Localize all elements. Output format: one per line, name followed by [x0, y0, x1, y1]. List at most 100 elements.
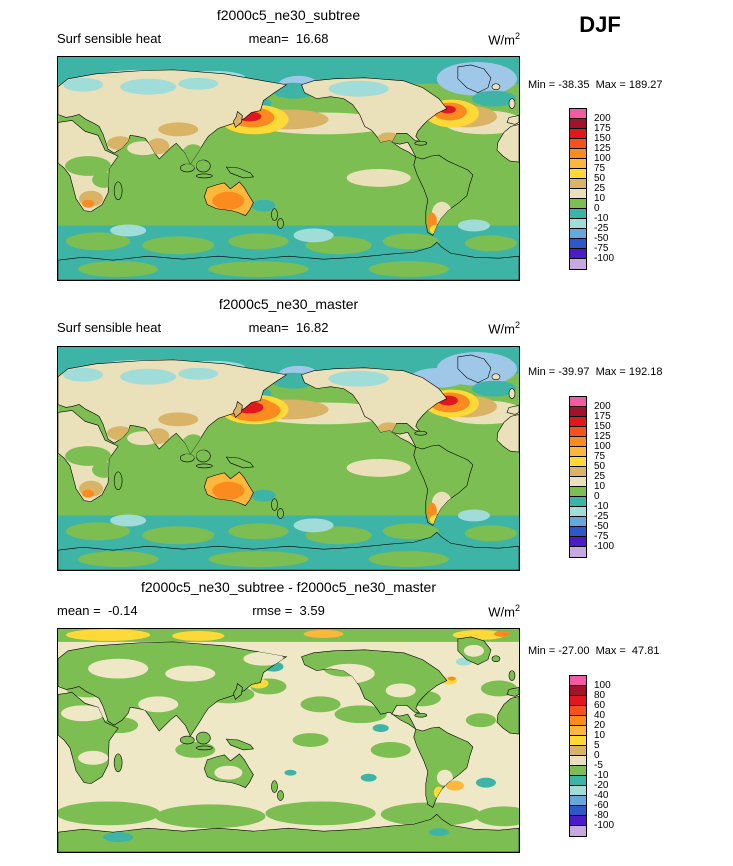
colorbar-tick-label: 100 [594, 153, 611, 164]
colorbar-tick-label: 100 [594, 441, 611, 452]
colorbar-tick-label: 200 [594, 113, 611, 124]
map-difference [57, 628, 520, 853]
colorbar-segment [570, 507, 586, 517]
units-label: W/m2 [488, 603, 520, 620]
colorbar-segment [570, 457, 586, 467]
colorbar-tick-label: 75 [594, 163, 606, 174]
colorbar-tick-label: 10 [594, 730, 606, 741]
colorbar-segment [570, 467, 586, 477]
colorbar-tick-label: -10 [594, 501, 609, 512]
colorbar-segment [570, 726, 586, 736]
colorbar-legend: 100 80 60 40 20 10 5 0 -5 -10 -20 -40 -60 -80 -100 [569, 675, 659, 839]
field-label: Surf sensible heat [57, 320, 162, 335]
units-label: W/m2 [488, 31, 520, 48]
colorbar-segment [570, 139, 586, 149]
colorbar-tick-label: 50 [594, 173, 606, 184]
land-field-layer [61, 644, 484, 843]
minmax-label: Min = -38.35 Max = 189.27 [528, 79, 663, 91]
colorbar-segment [570, 736, 586, 746]
colorbar-tick-label: -25 [594, 511, 609, 522]
colorbar-tick-label: 0 [594, 750, 600, 761]
colorbar-tick-label: -50 [594, 521, 609, 532]
colorbar-segment [570, 716, 586, 726]
colorbar-tick-label: -25 [594, 223, 609, 234]
colorbar-segment [570, 696, 586, 706]
colorbar-segment [570, 527, 586, 537]
colorbar-tick-label: 40 [594, 710, 606, 721]
colorbar-segment [570, 746, 586, 756]
colorbar-segment [570, 776, 586, 786]
mean-label: mean = -0.14 [57, 603, 138, 618]
colorbar-segment [570, 199, 586, 209]
colorbar-tick-label: 25 [594, 183, 606, 194]
colorbar-segment [570, 477, 586, 487]
colorbar-tick-label: 25 [594, 471, 606, 482]
minmax-label: Min = -39.97 Max = 192.18 [528, 366, 663, 378]
colorbar-tick-label: 150 [594, 133, 611, 144]
colorbar-segment [570, 129, 586, 139]
colorbar-segment [570, 447, 586, 457]
colorbar-swatches [569, 108, 587, 270]
colorbar-segment [570, 109, 586, 119]
colorbar-segment [570, 259, 586, 269]
season-label: DJF [579, 12, 621, 37]
colorbar-tick-label: 10 [594, 193, 606, 204]
colorbar-tick-label: 150 [594, 421, 611, 432]
colorbar-tick-label: -100 [594, 820, 615, 831]
panel-title: f2000c5_ne30_master [218, 296, 359, 312]
colorbar-segment [570, 229, 586, 239]
colorbar-segment [570, 706, 586, 716]
colorbar-tick-label: -10 [594, 770, 609, 781]
colorbar-segment [570, 189, 586, 199]
colorbar-tick-label: -75 [594, 531, 609, 542]
colorbar-segment [570, 487, 586, 497]
colorbar-legend: 200 175 150 125 100 75 50 25 10 0 -10 -25 -50 -75 -100 [569, 108, 659, 272]
colorbar-tick-label: -40 [594, 790, 609, 801]
rmse-label: rmse = 3.59 [252, 603, 325, 618]
land-field-layer [63, 367, 452, 568]
colorbar-tick-label: 125 [594, 143, 611, 154]
colorbar-segment [570, 537, 586, 547]
panel-title: f2000c5_ne30_subtree - f2000c5_ne30_mast… [141, 579, 436, 595]
mean-label: mean= 16.82 [248, 320, 329, 335]
colorbar-segment [570, 517, 586, 527]
colorbar-tick-label: 175 [594, 123, 611, 134]
colorbar-tick-label: -5 [594, 760, 603, 771]
units-label: W/m2 [488, 320, 520, 337]
colorbar-segment [570, 179, 586, 189]
colorbar-tick-label: -60 [594, 800, 609, 811]
colorbar-segment [570, 149, 586, 159]
colorbar-segment [570, 547, 586, 557]
colorbar-tick-label: -75 [594, 243, 609, 254]
colorbar-tick-label: -80 [594, 810, 609, 821]
panel-subtitle-row: mean = -0.14 rmse = 3.59 W/m2 [57, 603, 520, 619]
colorbar-swatches [569, 396, 587, 558]
colorbar-segment [570, 796, 586, 806]
colorbar-segment [570, 417, 586, 427]
colorbar-segment [570, 407, 586, 417]
colorbar-segment [570, 756, 586, 766]
colorbar-tick-label: 80 [594, 690, 606, 701]
colorbar-tick-label: -20 [594, 780, 609, 791]
panel-subtitle-row: Surf sensible heat mean= 16.82 W/m2 [57, 320, 520, 336]
colorbar-segment [570, 766, 586, 776]
colorbar-tick-label: 100 [594, 680, 611, 691]
mean-label: mean= 16.68 [248, 31, 329, 46]
colorbar-segment [570, 239, 586, 249]
colorbar-tick-label: 125 [594, 431, 611, 442]
colorbar-segment [570, 169, 586, 179]
colorbar-tick-label: 20 [594, 720, 606, 731]
colorbar-segment [570, 786, 586, 796]
colorbar-segment [570, 497, 586, 507]
panel-subtitle-row: Surf sensible heat mean= 16.68 W/m2 [57, 31, 520, 47]
colorbar-segment [570, 686, 586, 696]
colorbar-tick-label: -50 [594, 233, 609, 244]
colorbar-segment [570, 397, 586, 407]
colorbar-segment [570, 209, 586, 219]
colorbar-tick-label: -100 [594, 541, 615, 552]
colorbar-tick-label: 60 [594, 700, 606, 711]
colorbar-segment [570, 249, 586, 259]
colorbar-tick-label: 0 [594, 203, 600, 214]
colorbar-segment [570, 119, 586, 129]
colorbar-segment [570, 219, 586, 229]
